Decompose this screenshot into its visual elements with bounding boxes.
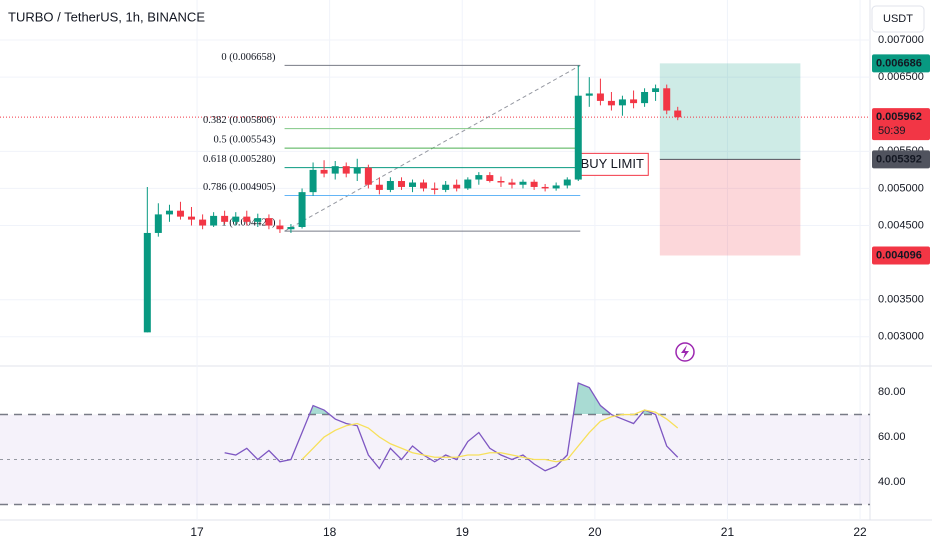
candle-body <box>353 167 361 174</box>
last-price-label: 0.005962 <box>876 111 922 123</box>
y-tick-label: 0.005000 <box>878 182 924 194</box>
stop-price-box <box>872 246 930 265</box>
x-tick-label: 20 <box>588 525 602 539</box>
rsi-line <box>301 409 679 463</box>
y-tick-label: 0.006500 <box>878 71 924 83</box>
candle-body <box>143 232 151 333</box>
fib-label: 1 (0.004424) <box>221 218 276 229</box>
candle-body <box>176 210 184 217</box>
candle-body <box>364 167 372 185</box>
target-price-box <box>872 54 930 73</box>
candle-body <box>652 88 660 92</box>
fib-label: 0 (0.006658) <box>221 52 276 63</box>
fib-label: 0.786 (0.004905) <box>203 182 276 193</box>
candle-body <box>221 215 229 222</box>
candle-body <box>663 88 671 111</box>
candle-body <box>165 210 173 215</box>
candle-body <box>409 182 417 187</box>
candle-body <box>199 219 207 226</box>
y-tick-label: 0.003500 <box>878 294 924 306</box>
candle-body <box>154 214 162 233</box>
candle-body <box>607 100 615 106</box>
candle-body <box>641 91 649 104</box>
candle-body <box>530 181 538 187</box>
x-tick-label: 18 <box>323 525 337 539</box>
candle-body <box>618 99 626 106</box>
candle-body <box>431 188 439 190</box>
candle-body <box>674 110 682 118</box>
candle-body <box>464 179 472 189</box>
fib-label: 0.382 (0.005806) <box>203 115 276 126</box>
currency-label[interactable]: USDT <box>883 13 913 25</box>
candle-body <box>210 215 218 226</box>
x-tick-label: 19 <box>456 525 470 539</box>
target-zone <box>659 63 801 160</box>
annotation: BUY LIMIT <box>581 156 644 171</box>
stop-zone <box>659 159 801 256</box>
candle-body <box>442 184 450 190</box>
candle-body <box>552 185 560 189</box>
overbought-fill <box>309 383 655 414</box>
currency-button[interactable] <box>871 5 925 33</box>
candle-body <box>453 184 461 189</box>
event-bolt <box>681 345 689 359</box>
last-price-box <box>872 108 930 141</box>
candle-body <box>585 93 593 96</box>
y-tick-label: 0.007000 <box>878 34 924 46</box>
countdown: 50:39 <box>878 125 906 137</box>
candle-body <box>342 166 350 174</box>
candle-body <box>630 99 638 104</box>
candle-body <box>386 181 394 190</box>
candle-body <box>243 216 251 222</box>
candle-body <box>287 227 295 230</box>
candle-body <box>519 181 527 185</box>
fib-label: 0.5 (0.005543) <box>213 135 276 146</box>
candle-body <box>298 192 306 228</box>
candle-body <box>265 218 273 226</box>
candle-body <box>541 186 549 189</box>
candle-body <box>320 169 328 174</box>
candle-body <box>254 218 262 222</box>
stop-price-label: 0.004096 <box>876 249 922 261</box>
candle-body <box>486 175 494 182</box>
candle-body <box>331 166 339 174</box>
candle-body <box>475 175 483 180</box>
candle-body <box>309 169 317 193</box>
chart-title: TURBO / TetherUS, 1h, BINANCE <box>8 9 205 24</box>
rsi-tick-label: 60.00 <box>878 431 906 443</box>
target-price-label: 0.006686 <box>876 57 922 69</box>
candle-body <box>563 179 571 186</box>
fib-label: 0.618 (0.005280) <box>203 154 276 165</box>
entry-price-label: 0.005392 <box>876 153 922 165</box>
rsi-tick-label: 80.00 <box>878 386 906 398</box>
x-tick-label: 17 <box>190 525 204 539</box>
y-tick-label: 0.003000 <box>878 331 924 343</box>
candle-body <box>497 181 505 183</box>
y-tick-label: 0.004500 <box>878 219 924 231</box>
candle-body <box>187 216 195 220</box>
candle-body <box>574 95 582 180</box>
x-tick-label: 21 <box>721 525 735 539</box>
candle-body <box>232 216 240 222</box>
candle-body <box>375 184 383 190</box>
candle-body <box>596 93 604 101</box>
candle-body <box>420 182 428 189</box>
candle-body <box>508 182 516 185</box>
rsi-tick-label: 40.00 <box>878 476 906 488</box>
candle-body <box>276 225 284 230</box>
x-tick-label: 22 <box>853 525 867 539</box>
candle-body <box>398 181 406 187</box>
entry-price-box <box>872 150 930 169</box>
